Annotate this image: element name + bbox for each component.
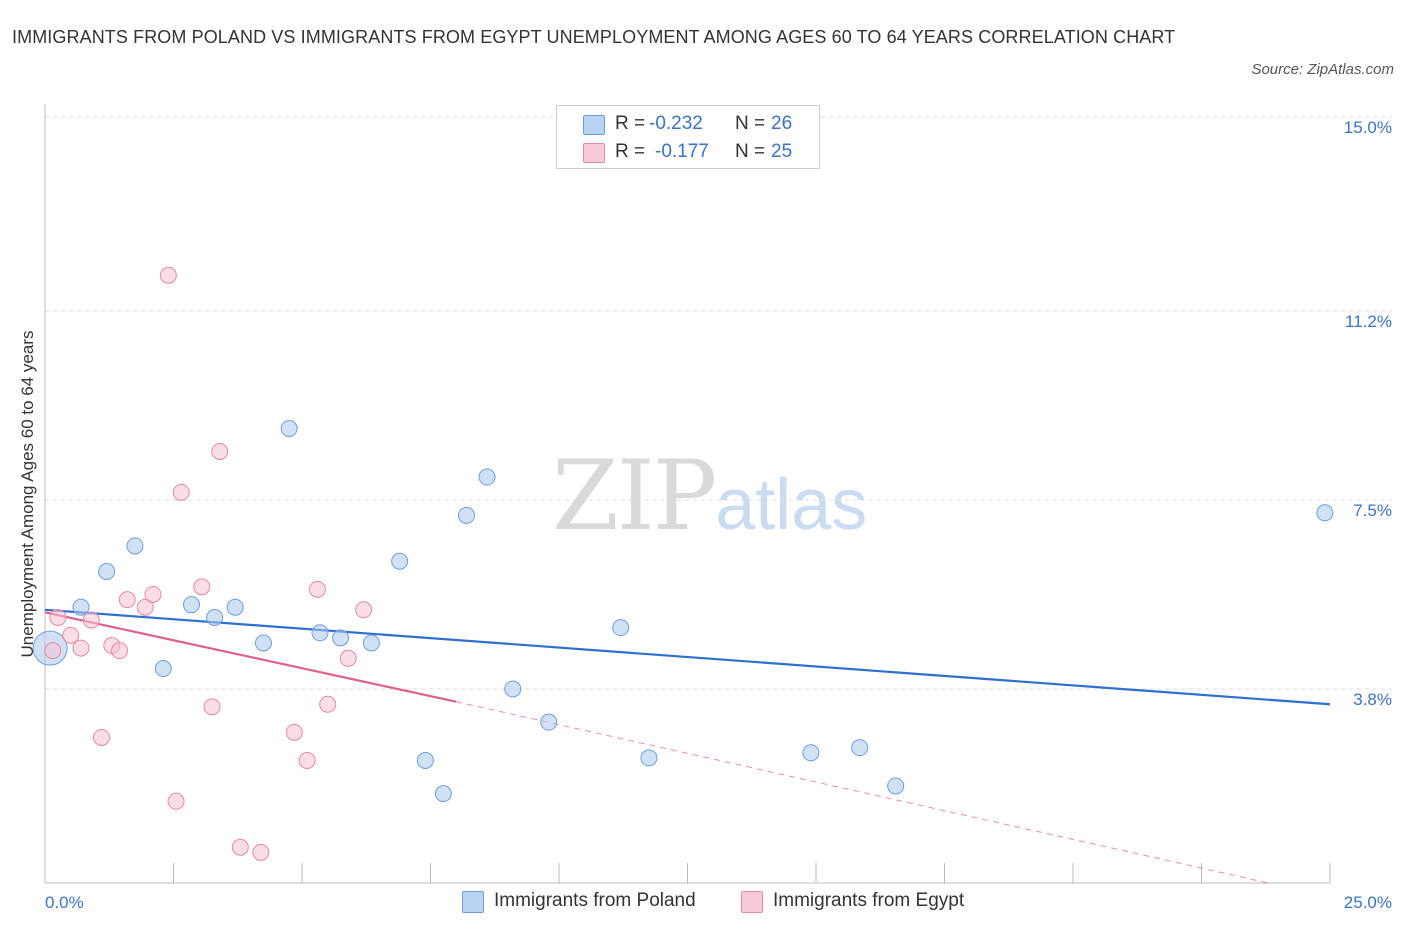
data-point-egypt	[159, 266, 177, 284]
bottom-legend-label-egypt: Immigrants from Egypt	[773, 890, 965, 911]
data-point-egypt	[211, 442, 229, 460]
legend-r-value-poland: -0.232	[649, 113, 703, 134]
data-point-poland	[280, 420, 298, 438]
legend-n-label: N =	[735, 141, 766, 162]
data-point-poland	[72, 598, 90, 616]
data-point-poland	[98, 562, 116, 580]
bottom-legend-swatch-egypt	[741, 891, 763, 913]
legend-n-label: N =	[735, 113, 766, 134]
data-point-poland	[478, 468, 496, 486]
data-point-poland	[254, 634, 272, 652]
data-point-poland	[226, 598, 244, 616]
data-point-poland	[640, 749, 658, 767]
data-point-poland	[887, 777, 905, 795]
data-point-egypt	[298, 751, 316, 769]
data-point-egypt	[308, 580, 326, 598]
data-point-egypt	[82, 611, 100, 629]
legend-swatch-poland	[583, 115, 605, 135]
data-point-egypt	[319, 695, 337, 713]
legend-n-value-egypt: 25	[771, 141, 793, 162]
trend-lines	[44, 608, 1331, 884]
watermark-zip: ZIP	[552, 440, 717, 552]
data-point-poland	[540, 713, 558, 731]
legend-swatch-egypt	[583, 143, 605, 163]
data-point-egypt	[252, 843, 270, 861]
data-point-egypt	[111, 642, 129, 660]
y-tick-label: 3.8%	[1353, 690, 1392, 709]
data-point-egypt	[49, 608, 67, 626]
data-point-egypt	[136, 598, 154, 616]
data-point-egypt	[355, 601, 373, 619]
legend-r-value-egypt: -0.177	[655, 141, 709, 162]
data-point-egypt	[93, 728, 111, 746]
data-point-poland	[126, 537, 144, 555]
data-point-poland	[206, 608, 224, 626]
data-point-poland	[391, 552, 409, 570]
bottom-legend-swatch-poland	[462, 891, 484, 913]
data-point-egypt	[72, 639, 90, 657]
data-point-poland	[612, 619, 630, 637]
data-point-poland	[416, 751, 434, 769]
x-tick-label: 0.0%	[45, 893, 84, 912]
y-tick-label: 7.5%	[1353, 501, 1392, 520]
legend-n-value-poland: 26	[771, 113, 793, 134]
bottom-legend-label-poland: Immigrants from Poland	[494, 890, 696, 911]
data-point-poland	[362, 634, 380, 652]
watermark-atlas: atlas	[715, 465, 868, 545]
stats-legend: R = -0.232 N = 26 R = -0.177 N = 25	[556, 105, 820, 169]
data-point-egypt	[203, 698, 221, 716]
trend-line-poland	[44, 608, 1331, 706]
tick-labels: 3.8% 7.5% 11.2% 15.0% 0.0% 25.0%	[45, 118, 1392, 912]
x-tick-label: 25.0%	[1344, 893, 1392, 912]
data-point-poland	[851, 739, 869, 757]
watermark: ZIPatlas	[552, 440, 867, 552]
data-point-poland	[802, 744, 820, 762]
data-point-egypt	[172, 483, 190, 501]
data-point-poland	[1316, 504, 1334, 522]
data-point-poland	[434, 785, 452, 803]
trend-line-egypt	[44, 611, 457, 703]
legend-r-label: R =	[615, 141, 646, 162]
data-point-egypt	[144, 585, 162, 603]
data-point-egypt	[118, 591, 136, 609]
grid	[45, 116, 1392, 690]
data-point-egypt	[193, 578, 211, 596]
axes	[44, 104, 1331, 884]
source-label: Source: ZipAtlas.com	[1251, 61, 1394, 78]
trend-line-extension-egypt	[456, 701, 1269, 884]
data-point-poland	[457, 506, 475, 524]
legend-r-label: R =	[615, 113, 646, 134]
data-point-egypt	[44, 642, 62, 660]
data-point-poland	[154, 660, 172, 678]
data-point-egypt	[339, 649, 357, 667]
data-point-poland	[182, 596, 200, 614]
data-point-poland	[332, 629, 350, 647]
data-point-egypt	[62, 626, 80, 644]
data-points	[32, 266, 1334, 861]
data-point-egypt	[285, 723, 303, 741]
data-point-egypt	[231, 838, 249, 856]
chart-title: IMMIGRANTS FROM POLAND VS IMMIGRANTS FRO…	[12, 27, 1176, 47]
y-tick-label: 15.0%	[1344, 118, 1392, 137]
data-point-egypt	[167, 792, 185, 810]
y-tick-label: 11.2%	[1345, 312, 1392, 331]
y-axis-label: Unemployment Among Ages 60 to 64 years	[18, 331, 37, 658]
data-point-poland	[504, 680, 522, 698]
data-point-poland	[311, 624, 329, 642]
